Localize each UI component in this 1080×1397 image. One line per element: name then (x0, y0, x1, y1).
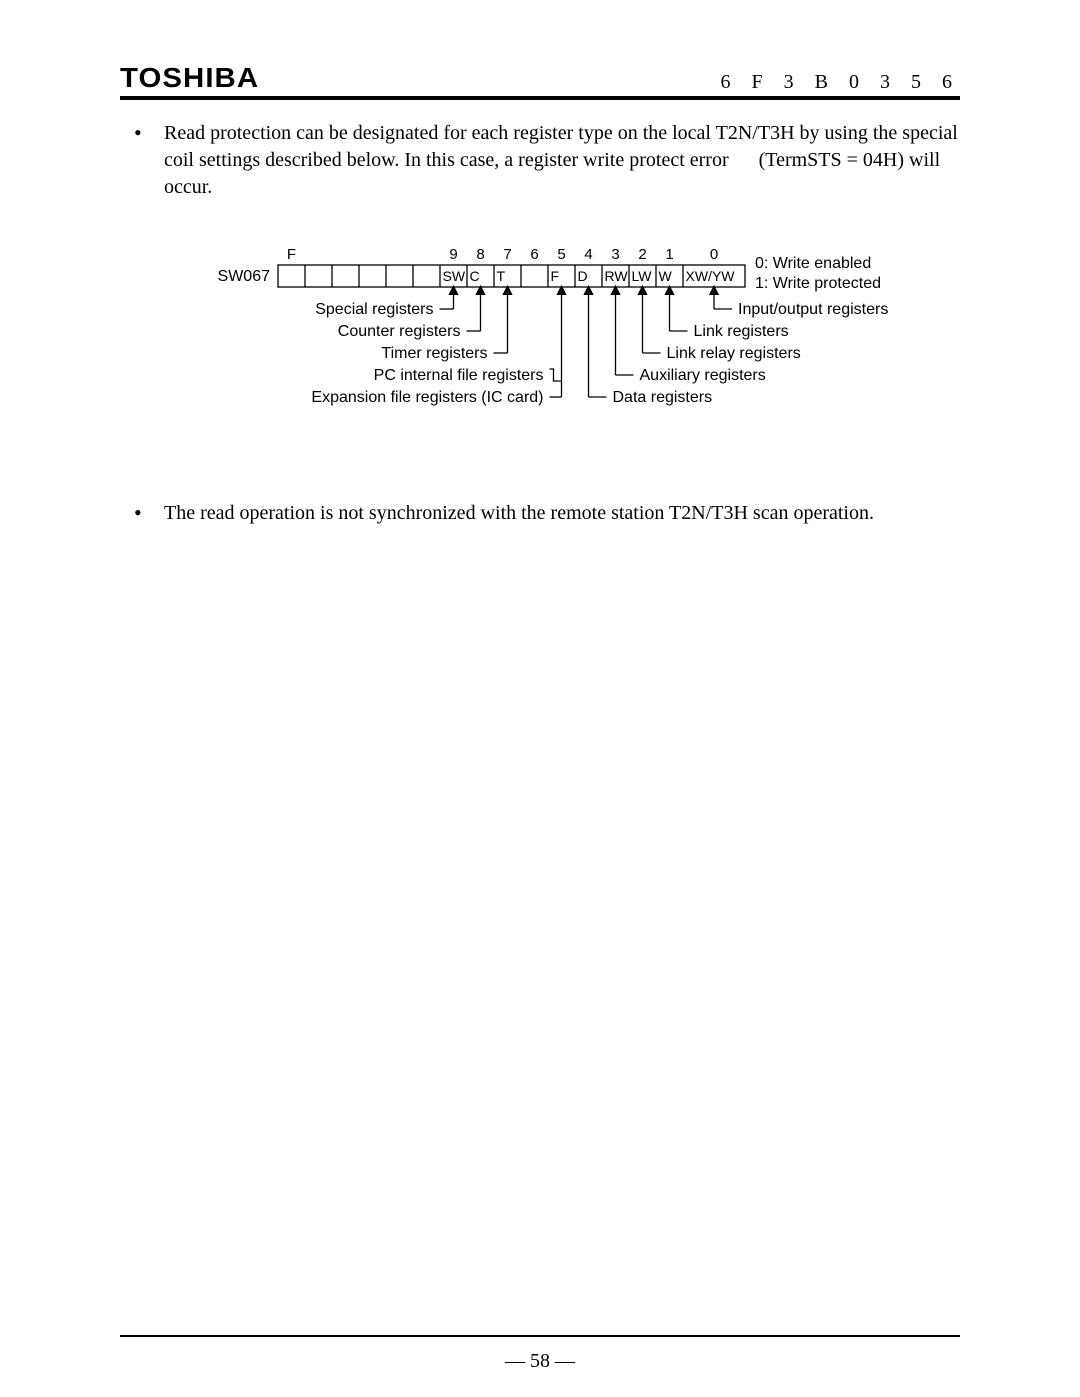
svg-text:1: Write protected: 1: Write protected (755, 275, 881, 292)
page-number: — 58 — (0, 1350, 1080, 1373)
svg-text:Auxiliary registers: Auxiliary registers (640, 367, 766, 384)
svg-text:7: 7 (503, 246, 511, 263)
brand-logo: TOSHIBA (120, 62, 259, 94)
bullet-item: The read operation is not synchronized w… (120, 500, 960, 527)
svg-text:C: C (470, 268, 480, 284)
svg-text:D: D (578, 268, 588, 284)
svg-text:Link registers: Link registers (694, 323, 789, 340)
svg-text:Input/output registers: Input/output registers (738, 301, 888, 318)
bullet-list-1: Read protection can be designated for ea… (120, 120, 960, 201)
svg-text:SW067: SW067 (218, 268, 271, 285)
svg-text:T: T (497, 268, 506, 284)
svg-text:F: F (287, 246, 296, 263)
svg-text:5: 5 (557, 246, 565, 263)
body: Read protection can be designated for ea… (120, 120, 960, 543)
svg-text:RW: RW (605, 268, 629, 284)
svg-text:XW/YW: XW/YW (686, 268, 736, 284)
footer-rule (120, 1335, 960, 1337)
svg-text:0: 0 (710, 246, 718, 263)
svg-text:W: W (659, 268, 673, 284)
svg-text:Data registers: Data registers (613, 389, 713, 406)
bit-diagram-svg: F 9 8 7 6 5 4 3 2 1 0 SW067 SWC T F D RWLW W XW/YW 0: Write… (210, 235, 970, 455)
svg-text:F: F (551, 268, 560, 284)
header-rule (120, 96, 960, 100)
svg-text:9: 9 (449, 246, 457, 263)
bullet-item: Read protection can be designated for ea… (120, 120, 960, 201)
svg-text:3: 3 (611, 246, 619, 263)
svg-text:LW: LW (632, 268, 653, 284)
svg-text:8: 8 (476, 246, 484, 263)
svg-text:Expansion file registers (IC c: Expansion file registers (IC card) (311, 389, 543, 406)
svg-text:Link relay registers: Link relay registers (667, 345, 801, 362)
header: TOSHIBA 6 F 3 B 0 3 5 6 (120, 62, 960, 94)
register-diagram: F 9 8 7 6 5 4 3 2 1 0 SW067 SWC T F D RWLW W XW/YW 0: Write… (210, 235, 960, 460)
svg-text:Special registers: Special registers (315, 301, 433, 318)
svg-text:PC internal file registers: PC internal file registers (374, 367, 544, 384)
page: TOSHIBA 6 F 3 B 0 3 5 6 Read protection … (0, 0, 1080, 1397)
svg-text:Counter registers: Counter registers (338, 323, 461, 340)
bullet-list-2: The read operation is not synchronized w… (120, 500, 960, 527)
svg-text:2: 2 (638, 246, 646, 263)
svg-text:6: 6 (530, 246, 538, 263)
svg-text:4: 4 (584, 246, 592, 263)
document-code: 6 F 3 B 0 3 5 6 (721, 71, 960, 94)
svg-text:Timer registers: Timer registers (381, 345, 487, 362)
svg-text:1: 1 (665, 246, 673, 263)
svg-text:SW: SW (443, 268, 466, 284)
svg-text:0: Write enabled: 0: Write enabled (755, 255, 871, 272)
